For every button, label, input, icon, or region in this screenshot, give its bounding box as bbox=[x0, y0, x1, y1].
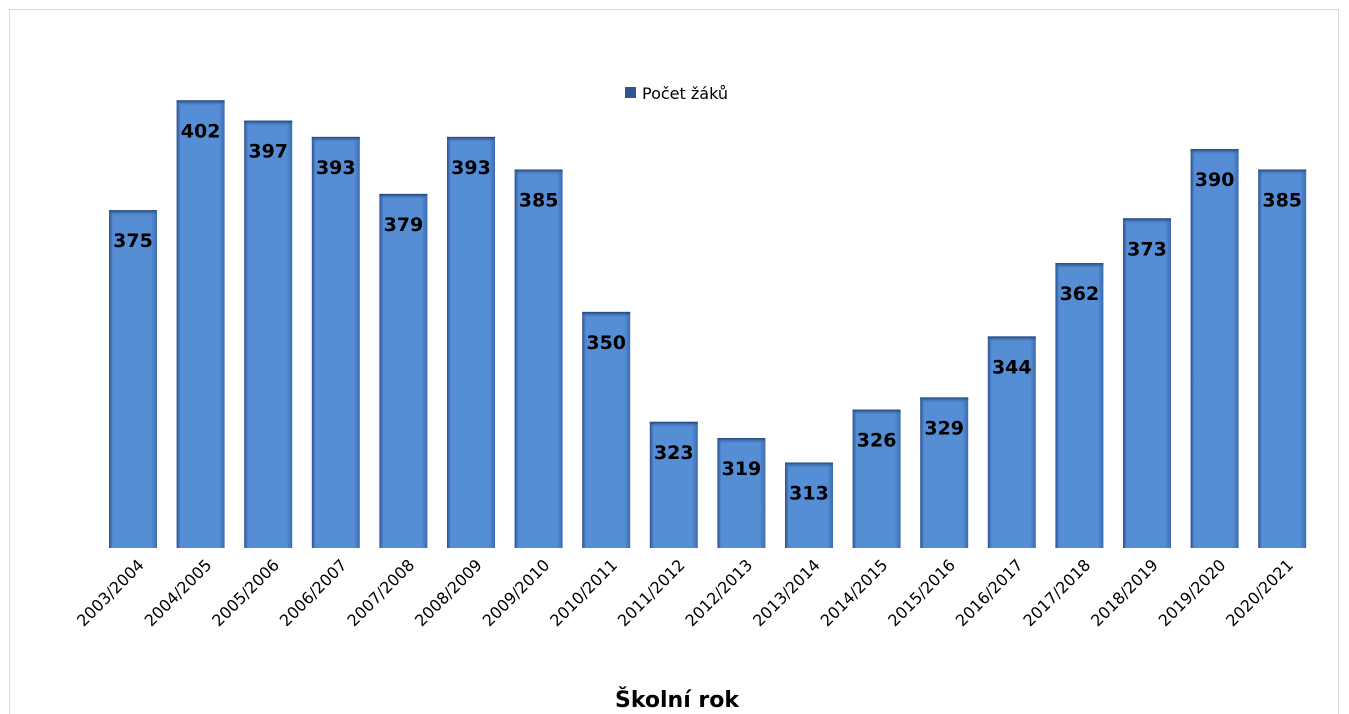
bar-2008/2009 bbox=[447, 136, 495, 548]
bar-2012/2013 bbox=[717, 438, 766, 548]
bar-2011/2012 bbox=[649, 421, 698, 548]
bar-top-shade bbox=[1258, 169, 1307, 176]
bar-2019/2020 bbox=[1190, 149, 1239, 548]
bar-value-label: 379 bbox=[384, 214, 424, 236]
bar-top-shade bbox=[311, 136, 360, 143]
bar-2013/2014 bbox=[785, 462, 833, 548]
x-tick-label: 2003/2004 bbox=[73, 555, 148, 630]
bar-value-label: 326 bbox=[857, 430, 897, 452]
x-tick-label: 2010/2011 bbox=[546, 555, 621, 630]
bar-value-label: 397 bbox=[248, 141, 288, 163]
bar-top-shade bbox=[447, 136, 495, 143]
legend-swatch bbox=[625, 87, 636, 98]
bar-top-shade bbox=[717, 438, 766, 445]
bar-value-label: 373 bbox=[1127, 238, 1167, 260]
bar-top-shade bbox=[785, 462, 833, 469]
bar-value-label: 329 bbox=[924, 417, 964, 439]
x-tick-label: 2011/2012 bbox=[614, 555, 689, 630]
bar-top-shade bbox=[109, 210, 157, 217]
chart-frame bbox=[9, 9, 1339, 714]
bar-2007/2008 bbox=[379, 193, 428, 548]
bar-top-shade bbox=[649, 421, 698, 428]
bar-value-label: 390 bbox=[1195, 169, 1235, 191]
legend-label: Počet žáků bbox=[642, 84, 728, 103]
bar-2003/2004 bbox=[109, 210, 157, 548]
bar-2005/2006 bbox=[244, 120, 293, 548]
bar-value-label: 393 bbox=[316, 157, 356, 179]
bar-top-shade bbox=[920, 397, 969, 404]
x-tick-label: 2013/2014 bbox=[749, 555, 824, 630]
x-tick-label: 2012/2013 bbox=[681, 555, 756, 630]
bar-2018/2019 bbox=[1123, 218, 1171, 549]
bar-2006/2007 bbox=[311, 136, 360, 548]
bar-top-shade bbox=[987, 336, 1036, 343]
bar-value-label: 385 bbox=[519, 190, 559, 212]
bar-value-label: 385 bbox=[1262, 190, 1302, 212]
x-tick-label: 2009/2010 bbox=[479, 555, 554, 630]
bar-top-shade bbox=[1123, 218, 1171, 225]
bar-value-label: 393 bbox=[451, 157, 491, 179]
x-tick-label: 2020/2021 bbox=[1222, 555, 1297, 630]
bar-top-shade bbox=[379, 193, 428, 200]
bar-top-shade bbox=[1055, 263, 1104, 270]
x-tick-label: 2018/2019 bbox=[1087, 555, 1162, 630]
x-tick-label: 2015/2016 bbox=[884, 555, 959, 630]
bar-2009/2010 bbox=[514, 169, 563, 548]
x-tick-label: 2014/2015 bbox=[817, 555, 892, 630]
bar-value-label: 402 bbox=[181, 120, 221, 142]
x-tick-labels-group: 2003/20042004/20052005/20062006/20072007… bbox=[73, 555, 1297, 630]
bar-value-label: 313 bbox=[789, 483, 829, 505]
x-tick-label: 2016/2017 bbox=[952, 555, 1027, 630]
x-tick-label: 2005/2006 bbox=[208, 555, 283, 630]
x-tick-label: 2006/2007 bbox=[276, 555, 351, 630]
bar-value-label: 323 bbox=[654, 442, 694, 464]
bar-value-label: 362 bbox=[1060, 283, 1100, 305]
bar-top-shade bbox=[1190, 149, 1239, 156]
bar-top-shade bbox=[852, 409, 901, 416]
bar-top-shade bbox=[244, 120, 293, 127]
bar-top-shade bbox=[176, 100, 225, 107]
bar-top-shade bbox=[514, 169, 563, 176]
x-tick-label: 2017/2018 bbox=[1019, 555, 1094, 630]
bar-2010/2011 bbox=[582, 311, 631, 548]
x-tick-label: 2008/2009 bbox=[411, 555, 486, 630]
bar-value-label: 350 bbox=[586, 332, 626, 354]
bar-value-label: 344 bbox=[992, 356, 1032, 378]
x-tick-label: 2007/2008 bbox=[343, 555, 418, 630]
bar-value-label: 319 bbox=[722, 458, 762, 480]
bar-2015/2016 bbox=[920, 397, 969, 548]
bar-2016/2017 bbox=[987, 336, 1036, 548]
x-tick-label: 2004/2005 bbox=[141, 555, 216, 630]
bar-value-label: 375 bbox=[113, 230, 153, 252]
bar-top-shade bbox=[582, 311, 631, 318]
bar-2020/2021 bbox=[1258, 169, 1307, 548]
legend: Počet žáků bbox=[625, 84, 728, 103]
value-labels-group: 375 402 397 393 379 393 385 350 323 319 313 326 329 3… bbox=[113, 120, 1302, 504]
bars-group bbox=[109, 100, 1307, 549]
bar-2004/2005 bbox=[176, 100, 225, 549]
bar-2014/2015 bbox=[852, 409, 901, 548]
bar-2017/2018 bbox=[1055, 263, 1104, 548]
x-tick-label: 2019/2020 bbox=[1155, 555, 1230, 630]
x-axis-title: Školní rok bbox=[615, 687, 740, 713]
